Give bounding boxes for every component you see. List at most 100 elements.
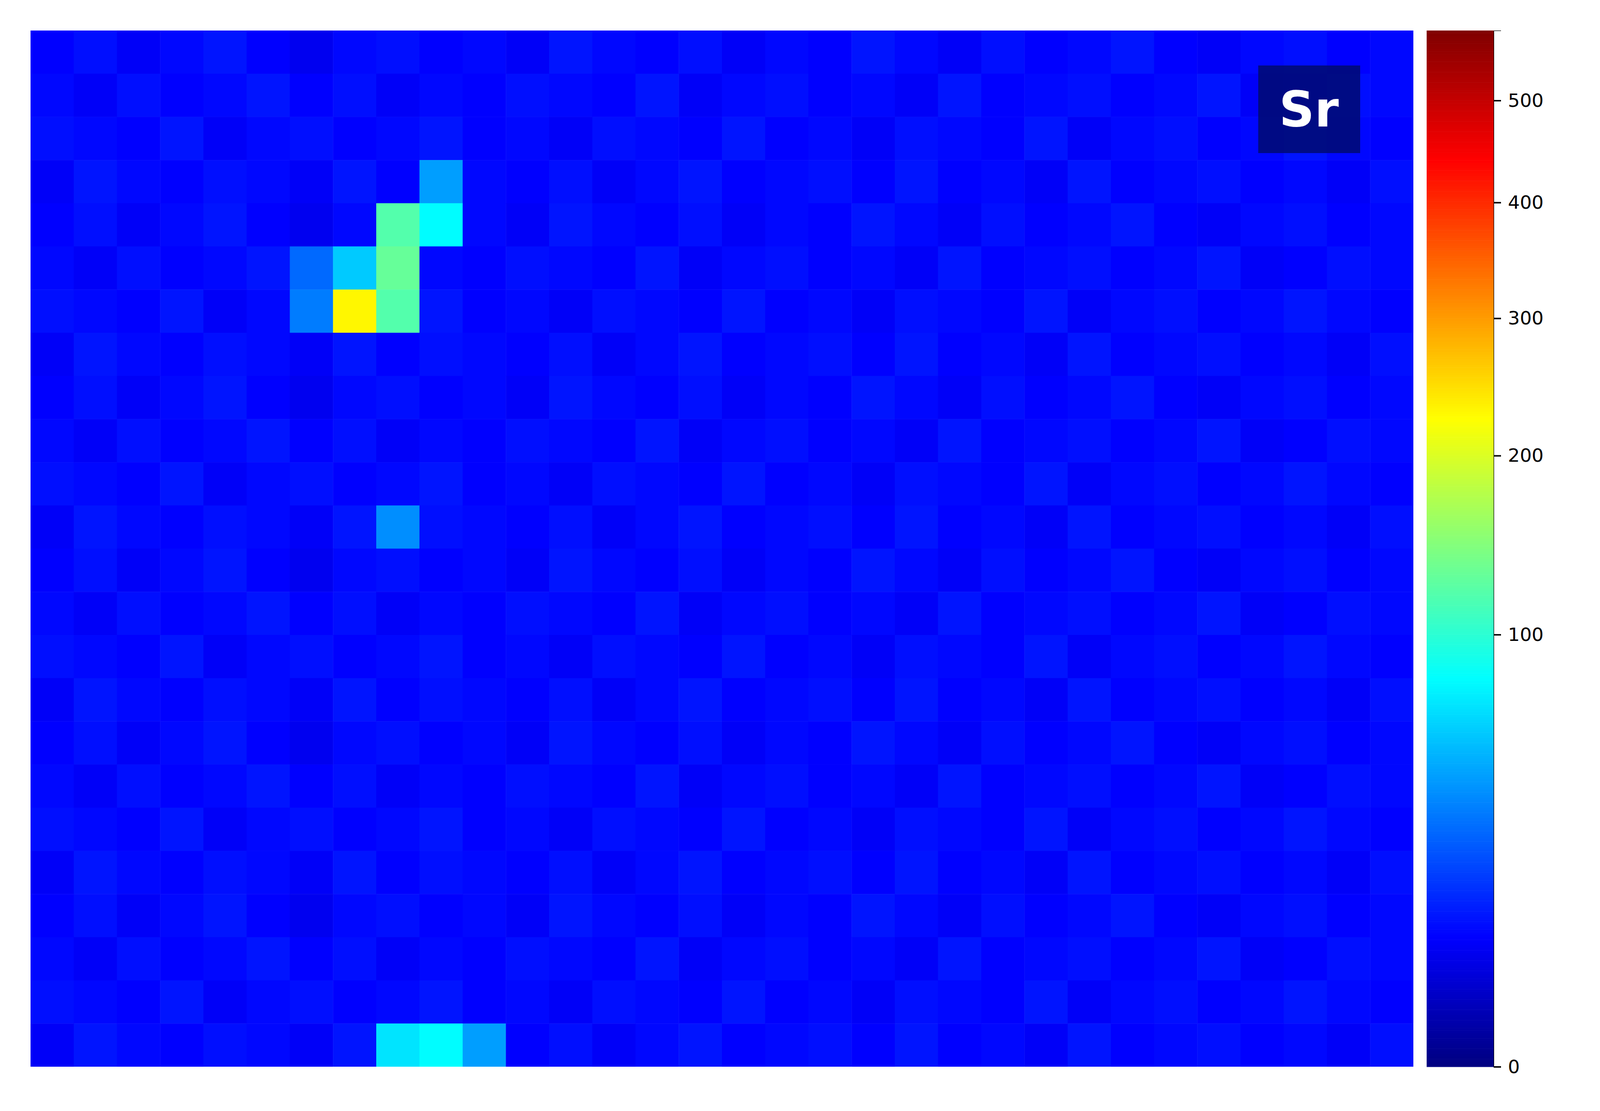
colorbar-strip	[1426, 263, 1494, 267]
colorbar-strip	[1426, 688, 1494, 692]
heatmap-cell	[549, 591, 593, 636]
heatmap-cell	[592, 246, 636, 291]
heatmap-cell	[117, 116, 161, 161]
heatmap-cell	[635, 678, 680, 722]
colorbar-strip	[1426, 533, 1494, 537]
colorbar-strip	[1426, 668, 1494, 672]
heatmap-cell	[332, 764, 377, 809]
heatmap-cell	[1327, 549, 1371, 593]
heatmap-cell	[419, 376, 463, 420]
heatmap-cell	[765, 678, 809, 722]
colorbar-strip	[1426, 535, 1494, 539]
colorbar-strip	[1426, 248, 1494, 252]
heatmap-cell	[635, 937, 680, 981]
heatmap-cell	[246, 505, 291, 550]
heatmap-cell	[1283, 160, 1328, 204]
heatmap-cell	[1327, 289, 1371, 333]
heatmap-cell	[1197, 808, 1241, 852]
heatmap-cell	[721, 808, 766, 852]
heatmap-cell	[160, 203, 204, 247]
heatmap-cell	[592, 764, 636, 809]
colorbar-strip	[1426, 704, 1494, 708]
colorbar-strip	[1426, 901, 1494, 905]
heatmap-cell	[332, 549, 377, 593]
heatmap-cell	[419, 246, 463, 291]
heatmap-cell	[1154, 678, 1198, 722]
colorbar-strip	[1426, 831, 1494, 835]
heatmap-cell	[981, 505, 1025, 550]
heatmap-cell	[678, 332, 722, 377]
colorbar-strip	[1426, 701, 1494, 705]
heatmap-cell	[635, 73, 680, 118]
colorbar-strip	[1426, 792, 1494, 796]
heatmap-cell	[894, 203, 939, 247]
colorbar-tick-mark	[1493, 455, 1502, 458]
heatmap-cell	[1240, 376, 1284, 420]
heatmap-cell	[894, 376, 939, 420]
heatmap-cell	[117, 246, 161, 291]
heatmap-cell	[160, 160, 204, 204]
heatmap-cell	[1024, 850, 1068, 895]
colorbar-strip	[1426, 940, 1494, 944]
colorbar-strip	[1426, 445, 1494, 449]
colorbar-strip	[1426, 981, 1494, 985]
colorbar-strip	[1426, 945, 1494, 949]
colorbar-strip	[1426, 986, 1494, 990]
colorbar-strip	[1426, 761, 1494, 765]
heatmap-cell	[592, 980, 636, 1025]
heatmap-cell	[635, 1023, 680, 1068]
heatmap-cell	[851, 203, 895, 247]
heatmap-cell	[721, 376, 766, 420]
colorbar-strip	[1426, 510, 1494, 514]
heatmap-cell	[30, 462, 74, 506]
colorbar-strip	[1426, 665, 1494, 669]
colorbar-strip	[1426, 136, 1494, 140]
colorbar-strip	[1426, 841, 1494, 845]
heatmap-cell	[332, 332, 377, 377]
heatmap-cell	[1110, 203, 1155, 247]
colorbar-strip	[1426, 898, 1494, 902]
heatmap-cell	[1370, 894, 1414, 938]
heatmap-cell	[635, 980, 680, 1025]
heatmap-cell	[808, 1023, 852, 1068]
colorbar-strip	[1426, 268, 1494, 272]
heatmap-cell	[290, 678, 334, 722]
colorbar-strip	[1426, 1044, 1494, 1047]
colorbar-strip	[1426, 611, 1494, 615]
heatmap-cell	[30, 419, 74, 463]
heatmap-cell	[505, 894, 550, 938]
colorbar-strip	[1426, 307, 1494, 311]
heatmap-cell	[851, 289, 895, 333]
heatmap-cell	[1110, 419, 1155, 463]
heatmap-cell	[1283, 462, 1328, 506]
heatmap-cell	[462, 894, 507, 938]
heatmap-cell	[765, 462, 809, 506]
heatmap-cell	[635, 635, 680, 679]
heatmap-cell	[549, 980, 593, 1025]
heatmap-cell	[1283, 678, 1328, 722]
heatmap-cell	[765, 1023, 809, 1068]
colorbar-strip	[1426, 302, 1494, 306]
colorbar-strip	[1426, 603, 1494, 607]
heatmap-cell	[1370, 721, 1414, 765]
colorbar-strip	[1426, 1051, 1494, 1055]
heatmap-cell	[505, 850, 550, 895]
colorbar-strip	[1426, 675, 1494, 679]
heatmap-cell	[117, 160, 161, 204]
heatmap-cell	[851, 30, 895, 74]
colorbar-strip	[1426, 149, 1494, 153]
colorbar-strip	[1426, 90, 1494, 94]
heatmap-cell	[1197, 462, 1241, 506]
heatmap-cell	[1024, 246, 1068, 291]
heatmap-cell	[30, 73, 74, 118]
colorbar-strip	[1426, 722, 1494, 726]
colorbar-strip	[1426, 1036, 1494, 1040]
colorbar-strip	[1426, 46, 1494, 50]
colorbar-strip	[1426, 639, 1494, 643]
heatmap-cell	[721, 203, 766, 247]
heatmap-cell	[851, 850, 895, 895]
heatmap-cell	[246, 850, 291, 895]
colorbar-strip	[1426, 408, 1494, 412]
heatmap-cell	[592, 678, 636, 722]
heatmap-cell	[1283, 850, 1328, 895]
